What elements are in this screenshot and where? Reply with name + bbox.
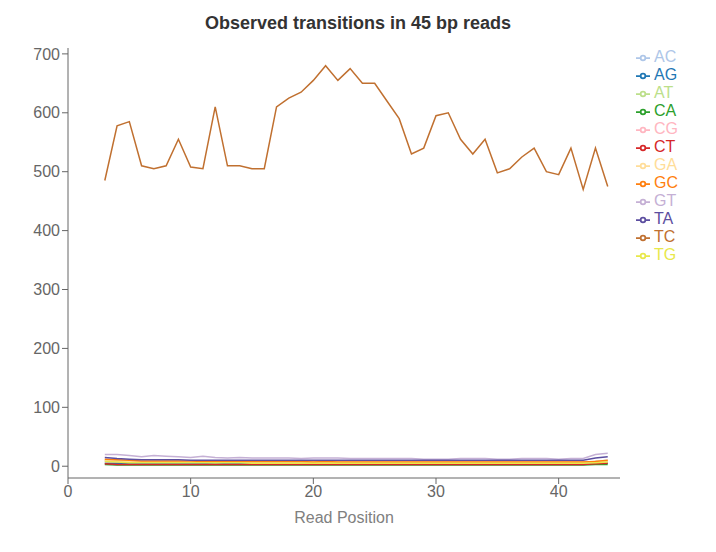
svg-text:700: 700 (33, 46, 60, 63)
svg-text:200: 200 (33, 340, 60, 357)
svg-text:600: 600 (33, 104, 60, 121)
svg-text:40: 40 (550, 483, 568, 500)
svg-text:Read Position: Read Position (294, 509, 394, 526)
svg-text:400: 400 (33, 222, 60, 239)
html-text:CG: CG (654, 120, 678, 137)
html-text:GC: GC (654, 174, 678, 191)
html-text:Observed transitions in 45 bp: Observed transitions in 45 bp reads (204, 13, 511, 33)
html-text:AG: AG (654, 66, 678, 83)
html-text:AT: AT (654, 84, 674, 101)
html-text:GA: GA (654, 156, 678, 173)
html-text:TC: TC (654, 228, 676, 245)
svg-text:30: 30 (427, 483, 445, 500)
html-text:TG: TG (654, 246, 677, 263)
svg-text:300: 300 (33, 281, 60, 298)
html-text:CA: CA (654, 102, 677, 119)
svg-text:10: 10 (182, 483, 200, 500)
svg-text:0: 0 (64, 483, 73, 500)
svg-text:100: 100 (33, 399, 60, 416)
html-text:CT: CT (654, 138, 676, 155)
html-text:GT: GT (654, 192, 677, 209)
html-text:AC: AC (654, 48, 677, 65)
html-text:TA: TA (654, 210, 674, 227)
svg-text:500: 500 (33, 163, 60, 180)
svg-text:20: 20 (304, 483, 322, 500)
svg-text:0: 0 (51, 458, 60, 475)
